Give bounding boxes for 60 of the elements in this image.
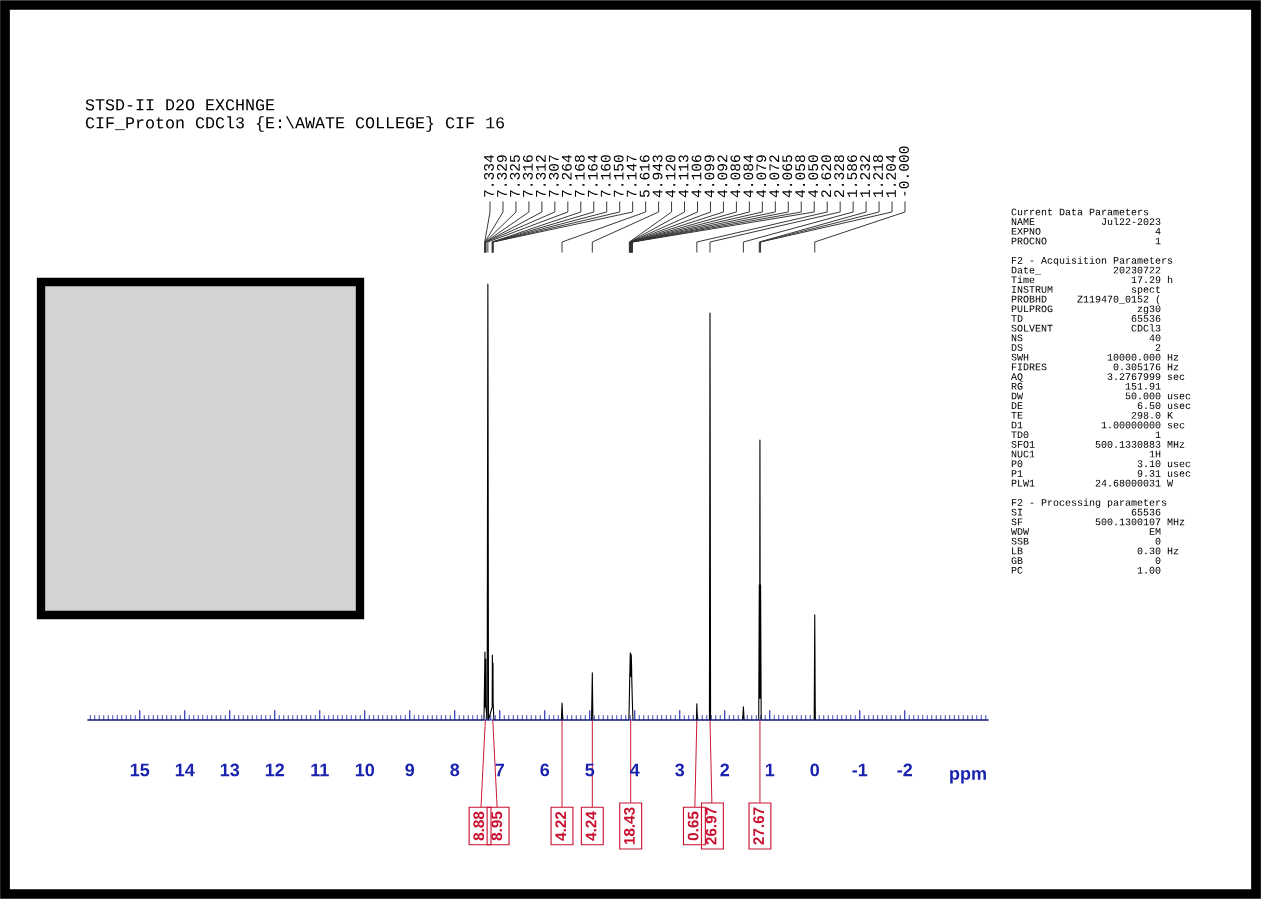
annotation: 1.204 (886, 154, 896, 197)
annotation: 7.312 (535, 155, 546, 197)
text: Current Data Parameters NAME Jul22-2023 EXPNO 4 PROCNO 1 F2 - Acquisition Parameters Date_ 20230722 Time 17.29 h INSTRUM spect PROBHD Z119470_0152 ( PULPROG zg30 TD 65536 SOLVENT CDCl3 NS 40 DS 2 SWH 10000.000 Hz FIDRES 0.305176 Hz AQ 3.2767999 sec RG 151.91 DW 50.000 usec DE 6.50 usec TE 298.0 K D1 1.00000000 sec TD0 1 SFO1 500.1330883 MHz NUC1 1H P0 3.10 usec P1 9.31 usec PLW1 24.68000031 W F2 - Processing parameters SI 65536 SF 500.1300107 MHz WDW EM SSB 0 LB 0.30 Hz GB 0 PC 1.00 (1011, 208, 1191, 574)
annotation: 7.264 (561, 154, 572, 197)
annotation: 27.67 (753, 807, 765, 845)
annotation: -0.000 (899, 146, 909, 196)
annotation: 7.334 (484, 154, 494, 197)
annotation: 1.218 (873, 155, 883, 197)
annotation: 1.232 (860, 155, 871, 197)
annotation: 2.620 (821, 155, 832, 197)
annotation: 8.95 (491, 811, 503, 841)
x-tick-label: 2 (720, 763, 730, 777)
x-tick-label: 1 (765, 763, 775, 777)
x-tick-label: -2 (897, 763, 913, 777)
x-tick-label: -1 (852, 763, 868, 777)
annotation: 4.084 (743, 154, 754, 198)
annotation: 4.079 (756, 155, 767, 198)
chart-subtitle: CIF_Proton CDCl3 {E:\AWATE COLLEGE} CIF 16 (85, 116, 504, 132)
annotation: 7.168 (574, 155, 585, 197)
annotation: 4.058 (795, 155, 806, 198)
annotation: 7.307 (548, 155, 559, 197)
annotation: 1.586 (847, 155, 858, 197)
annotation: 7.150 (613, 155, 624, 197)
annotation: 2.328 (834, 155, 845, 197)
annotation: 4.106 (691, 155, 702, 198)
annotation: 4.943 (652, 155, 663, 198)
chart-title: STSD-II D2O EXCHNGE (85, 99, 275, 111)
annotation: 4.113 (678, 155, 689, 198)
annotation: 18.43 (623, 807, 635, 845)
x-tick-label: 11 (311, 763, 329, 777)
x-tick-label: 12 (265, 763, 285, 777)
x-tick-label: 6 (540, 763, 550, 777)
x-tick-label: 0 (810, 763, 820, 777)
annotation: 7.329 (496, 155, 507, 197)
annotation: 0.65 (687, 811, 699, 841)
x-tick-label: 10 (355, 763, 375, 777)
annotation: 4.120 (665, 155, 676, 198)
annotation: 4.050 (808, 155, 819, 198)
x-tick-label: 8 (450, 763, 460, 777)
x-tick-label: 9 (405, 763, 415, 777)
x-axis-title: ppm (950, 769, 986, 784)
annotation: 4.072 (769, 155, 780, 198)
annotation: 4.099 (704, 155, 715, 198)
annotation: 4.092 (717, 155, 728, 198)
x-tick-label: 15 (130, 763, 150, 777)
annotation: 5.616 (639, 155, 650, 198)
annotation: 7.325 (509, 155, 520, 197)
annotation: 7.164 (587, 154, 598, 197)
x-tick-label: 3 (675, 763, 685, 777)
annotation: 7.147 (626, 155, 637, 197)
annotation: 4.24 (585, 811, 597, 841)
annotation: 4.065 (782, 155, 793, 198)
annotation: 26.97 (705, 807, 717, 845)
annotation: 4.22 (555, 811, 566, 841)
annotation: 7.316 (522, 155, 533, 197)
x-tick-label: 13 (220, 763, 240, 777)
x-tick-label: 14 (175, 763, 195, 777)
annotation: 7.160 (600, 155, 611, 197)
annotation: 4.086 (730, 155, 741, 198)
annotation: 8.88 (473, 811, 485, 841)
